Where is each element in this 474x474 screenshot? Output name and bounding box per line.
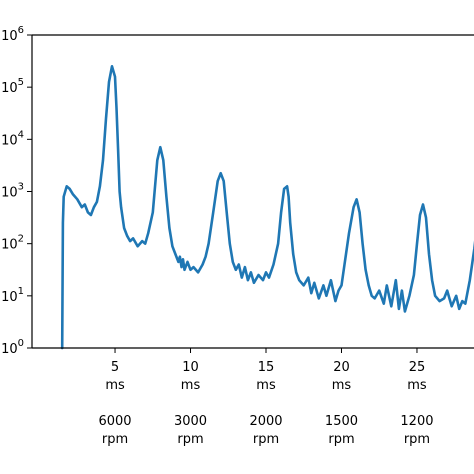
x-tick-rpm-unit-0: rpm (102, 432, 128, 447)
y-tick-base: 10 (1, 29, 18, 44)
y-tick-label-0: 100 (1, 338, 24, 357)
y-tick-label-4: 104 (1, 129, 24, 148)
x-tick-rpm-value-3: 1500 (325, 414, 358, 429)
series-line-0 (60, 65, 474, 350)
x-axis-ticks: 5 ms 6000 rpm 10 ms 3000 rpm 15 ms 2000 rpm 20 ms 1500… (98, 348, 434, 447)
y-tick-base: 10 (1, 342, 18, 357)
x-tick-ms-unit-2: ms (256, 378, 276, 393)
x-tick-ms-unit-1: ms (181, 378, 201, 393)
y-tick-base: 10 (1, 133, 18, 148)
y-tick-label-6: 106 (1, 25, 24, 44)
y-tick-base: 10 (1, 81, 18, 96)
plot-area (60, 65, 474, 350)
x-tick-rpm-unit-1: rpm (177, 432, 203, 447)
y-tick-label-2: 102 (1, 234, 24, 253)
x-tick-rpm-unit-2: rpm (253, 432, 279, 447)
x-tick-rpm-value-0: 6000 (98, 414, 131, 429)
y-tick-exponent: 3 (18, 182, 24, 193)
y-tick-label-3: 103 (1, 182, 24, 201)
y-tick-base: 10 (1, 186, 18, 201)
y-tick-exponent: 0 (18, 338, 24, 349)
x-tick-rpm-unit-4: rpm (404, 432, 430, 447)
y-tick-label-5: 105 (1, 77, 24, 96)
y-tick-label-1: 101 (1, 286, 24, 305)
x-tick-ms-value-2: 15 (258, 360, 275, 375)
x-tick-ms-unit-4: ms (407, 378, 427, 393)
x-tick-ms-unit-3: ms (332, 378, 352, 393)
x-tick-rpm-value-4: 1200 (400, 414, 433, 429)
y-tick-exponent: 4 (18, 129, 24, 140)
x-tick-rpm-value-1: 3000 (174, 414, 207, 429)
x-tick-rpm-unit-3: rpm (328, 432, 354, 447)
x-tick-ms-value-3: 20 (333, 360, 350, 375)
x-tick-ms-value-1: 10 (182, 360, 199, 375)
x-tick-ms-value-0: 5 (111, 360, 119, 375)
x-tick-rpm-value-2: 2000 (249, 414, 282, 429)
y-tick-exponent: 1 (18, 286, 24, 297)
y-tick-exponent: 5 (18, 77, 24, 88)
y-tick-exponent: 6 (18, 25, 24, 36)
y-tick-base: 10 (1, 290, 18, 305)
x-tick-ms-unit-0: ms (105, 378, 125, 393)
y-tick-base: 10 (1, 238, 18, 253)
x-tick-ms-value-4: 25 (409, 360, 426, 375)
y-tick-exponent: 2 (18, 234, 24, 245)
